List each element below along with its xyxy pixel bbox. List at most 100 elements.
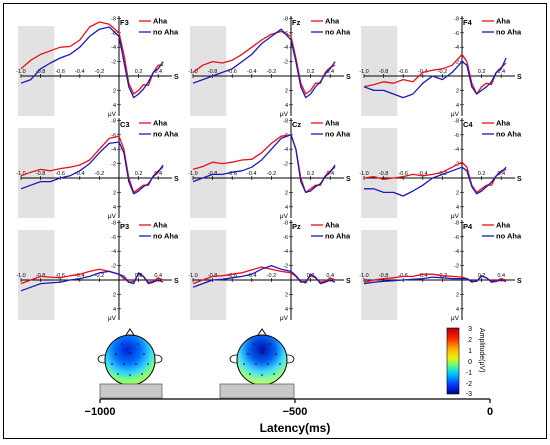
y-tick-label: 4 <box>285 205 288 211</box>
erp-panel-f3: S -1.0 -0.8 -0.6 -0.4 -0.2 0.2 0.4 -8 -6 -4 -2 2 4 μV F… <box>16 16 179 118</box>
y-tick-label: -2 <box>283 60 288 66</box>
electrode-label: C3 <box>120 120 130 129</box>
series-line-no-aha <box>20 26 164 99</box>
x-tick-label: -0.4 <box>75 69 84 75</box>
colorbar: 3 2 1 0 -1 -2 -3 Amplitude(μV) <box>446 326 485 398</box>
y-tick-label: 2 <box>285 292 288 298</box>
baseline-shade <box>18 230 55 320</box>
figure-frame: S -1.0 -0.8 -0.6 -0.4 -0.2 0.2 0.4 -8 -6 -4 -2 2 4 μV F… <box>3 3 547 439</box>
legend-aha-label: Aha <box>153 119 168 128</box>
y-unit-label: μV <box>108 315 117 322</box>
y-tick-label: -4 <box>283 249 288 255</box>
y-tick-label: -8 <box>454 220 459 226</box>
y-unit-label: μV <box>108 111 117 118</box>
y-tick-label: 2 <box>113 88 116 94</box>
erp-panel-cz: S-1.0 -0.8 -0.6 -0.4 -0.2 0.2 0.4-8-6-4-224μVC… <box>188 118 351 220</box>
series-line-no-aha <box>192 264 336 288</box>
x-tick-label: -0.8 <box>379 273 388 279</box>
legend-noaha-label: no Aha <box>496 130 522 139</box>
y-unit-label: μV <box>280 111 289 118</box>
y-tick-label: 2 <box>285 190 288 196</box>
y-tick-label: -6 <box>111 31 116 37</box>
series-line-no-aha <box>363 275 507 285</box>
x-tick-label: -0.2 <box>95 69 104 75</box>
x-tick-label: -0.6 <box>55 273 64 279</box>
x-tick-label: -1.0 <box>188 273 197 279</box>
y-tick-label: -2 <box>283 162 288 168</box>
y-tick-label: -8 <box>454 16 459 22</box>
y-tick-label: 4 <box>456 205 459 211</box>
y-tick-label: 2 <box>113 190 116 196</box>
y-tick-label: -2 <box>111 162 116 168</box>
x-tick-label: -0.8 <box>208 69 217 75</box>
x-tick-label: -0.4 <box>247 273 256 279</box>
y-tick-label: -8 <box>111 16 116 22</box>
y-tick-label: -2 <box>454 264 459 270</box>
series-line-no-aha <box>20 141 164 195</box>
x-tick-label: -0.8 <box>36 171 45 177</box>
y-unit-label: μV <box>451 213 460 220</box>
legend-aha-label: Aha <box>153 221 168 230</box>
x-tick-label: -0.2 <box>95 171 104 177</box>
series-line-no-aha <box>192 134 336 194</box>
y-unit-label: μV <box>451 111 460 118</box>
y-tick-label: -6 <box>454 133 459 139</box>
erp-panel-p3: S-1.0 -0.8 -0.6 -0.4 -0.2 0.2 0.4-8-6-4-224μVP… <box>16 220 179 322</box>
x-tick-label: -1.0 <box>16 273 25 279</box>
x-tick-label: -0.6 <box>227 69 236 75</box>
x-tick-label: -0.2 <box>438 69 447 75</box>
series-line-aha <box>363 53 507 95</box>
y-tick-label: -4 <box>111 147 116 153</box>
baseline-shade <box>361 26 398 116</box>
baseline-shade <box>18 128 55 218</box>
legend-aha-label: Aha <box>153 17 168 26</box>
electrode-label: Pz <box>292 222 301 231</box>
series-line-no-aha <box>20 270 164 292</box>
y-tick-label: -4 <box>283 45 288 51</box>
series-line-aha <box>363 161 507 194</box>
x-tick-label: -0.2 <box>267 171 276 177</box>
x-tick-label: -0.2 <box>267 273 276 279</box>
erp-panels: S -1.0 -0.8 -0.6 -0.4 -0.2 0.2 0.4 -8 -6 -4 -2 2 4 μV F… <box>16 16 522 322</box>
y-tick-label: 2 <box>113 292 116 298</box>
erp-panel-fz: S-1.0 -0.8 -0.6 -0.4 -0.2 0.2 0.4-8-6-4-224μVF… <box>188 16 351 118</box>
y-unit-label: μV <box>108 213 117 220</box>
x-tick-label: 0.4 <box>326 273 334 279</box>
erp-panel-p4: S-1.0 -0.8 -0.6 -0.4 -0.2 0.2 0.4-8-6-4-224μVP… <box>359 220 522 322</box>
x-tick-label: -0.6 <box>55 171 64 177</box>
x-tick-label: -0.4 <box>75 273 84 279</box>
time-window-box-2 <box>219 383 295 399</box>
y-tick-label: -8 <box>111 220 116 226</box>
y-tick-label: 2 <box>285 88 288 94</box>
baseline-shade <box>190 128 227 218</box>
x-unit-label: S <box>174 176 179 183</box>
colorbar-label: Amplitude(μV) <box>478 328 485 373</box>
erp-panel-pz: S-1.0 -0.8 -0.6 -0.4 -0.2 0.2 0.4-8-6-4-224μVP… <box>188 220 351 322</box>
baseline-shade <box>361 128 398 218</box>
series-line-aha <box>20 21 164 95</box>
x-tick-label: -0.8 <box>379 171 388 177</box>
x-tick-label: -1.0 <box>188 171 197 177</box>
x-tick-label: -0.4 <box>247 171 256 177</box>
y-tick-label: -8 <box>454 118 459 124</box>
x-tick-label: -0.6 <box>398 69 407 75</box>
x-unit-label: S <box>517 278 522 285</box>
legend-noaha-label: no Aha <box>496 28 522 37</box>
x-tick-label: 0.2 <box>135 171 143 177</box>
legend-noaha-label: no Aha <box>153 28 179 37</box>
y-tick-label: -2 <box>111 264 116 270</box>
electrode-label: P3 <box>120 222 129 231</box>
y-tick-label: -8 <box>111 118 116 124</box>
scalp-map-left <box>97 328 163 386</box>
erp-figure: S -1.0 -0.8 -0.6 -0.4 -0.2 0.2 0.4 -8 -6 -4 -2 2 4 μV F… <box>16 16 522 435</box>
electrode-label: Fz <box>292 18 301 27</box>
x-unit-label: S <box>174 278 179 285</box>
x-tick-label: 0.4 <box>497 69 505 75</box>
legend-noaha-label: no Aha <box>153 232 179 241</box>
x-tick-label: -1.0 <box>359 171 368 177</box>
series-line-aha <box>192 134 336 194</box>
colorbar-tick-4: 0 <box>468 359 472 366</box>
colorbar-tick-3: 1 <box>468 348 472 355</box>
colorbar-tick-1: 3 <box>468 326 472 333</box>
electrode-label: F3 <box>120 18 129 27</box>
